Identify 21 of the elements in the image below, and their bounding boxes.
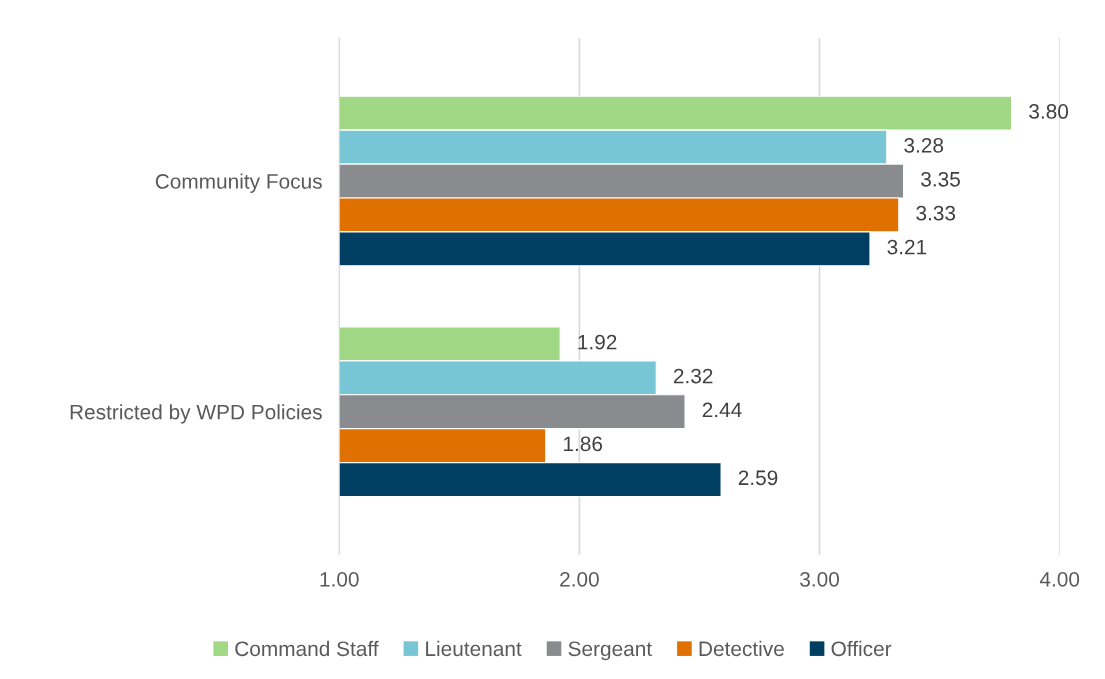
- legend-label: Lieutenant: [426, 640, 522, 657]
- data-label: 3.21: [887, 239, 927, 255]
- data-label: 3.28: [904, 137, 944, 153]
- legend-label: Sergeant: [568, 641, 652, 661]
- x-tick-label: 3.00: [800, 571, 839, 587]
- data-label: 2.44: [702, 402, 742, 418]
- data-label: 2.32: [673, 368, 713, 384]
- data-label: 3.33: [916, 205, 956, 221]
- x-tick-label: 4.00: [1039, 571, 1080, 587]
- y-tick-label: Restricted by WPD Policies: [70, 404, 322, 424]
- legend-label: Command Staff: [235, 640, 379, 657]
- data-label: 3.80: [1029, 104, 1069, 119]
- data-label: 2.59: [738, 470, 778, 486]
- legend-label: Detective: [699, 640, 784, 657]
- data-label: 1.86: [564, 436, 603, 452]
- x-tick-label: 1.00: [320, 571, 359, 587]
- data-label: 1.92: [578, 334, 617, 350]
- data-label: 3.35: [921, 171, 960, 187]
- legend-label: Officer: [831, 640, 892, 657]
- y-tick-label: Community Focus: [155, 173, 322, 193]
- x-tick-label: 2.00: [560, 571, 599, 587]
